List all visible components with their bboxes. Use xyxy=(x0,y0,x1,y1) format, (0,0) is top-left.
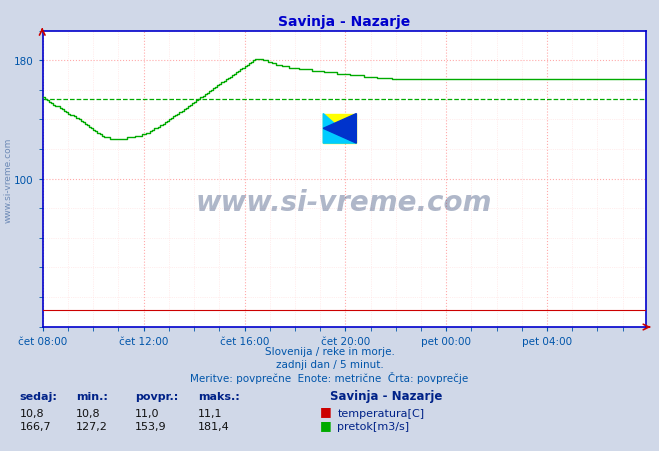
Text: sedaj:: sedaj: xyxy=(20,391,57,401)
Text: 10,8: 10,8 xyxy=(76,408,100,418)
Text: temperatura[C]: temperatura[C] xyxy=(337,408,424,418)
Text: 127,2: 127,2 xyxy=(76,421,107,431)
Text: 11,1: 11,1 xyxy=(198,408,222,418)
Text: ■: ■ xyxy=(320,418,331,431)
Bar xyxy=(323,114,357,144)
Text: www.si-vreme.com: www.si-vreme.com xyxy=(196,189,492,217)
Text: 153,9: 153,9 xyxy=(135,421,167,431)
Text: 181,4: 181,4 xyxy=(198,421,229,431)
Title: Savinja - Nazarje: Savinja - Nazarje xyxy=(278,15,411,29)
Text: ■: ■ xyxy=(320,405,331,418)
Text: maks.:: maks.: xyxy=(198,391,239,401)
Text: 11,0: 11,0 xyxy=(135,408,159,418)
Text: 10,8: 10,8 xyxy=(20,408,44,418)
Polygon shape xyxy=(323,114,357,144)
Text: www.si-vreme.com: www.si-vreme.com xyxy=(3,138,13,223)
Text: Meritve: povprečne  Enote: metrične  Črta: povprečje: Meritve: povprečne Enote: metrične Črta:… xyxy=(190,371,469,383)
Text: povpr.:: povpr.: xyxy=(135,391,179,401)
Text: Savinja - Nazarje: Savinja - Nazarje xyxy=(330,389,442,402)
Text: 166,7: 166,7 xyxy=(20,421,51,431)
Text: pretok[m3/s]: pretok[m3/s] xyxy=(337,421,409,431)
Polygon shape xyxy=(323,114,357,144)
Text: min.:: min.: xyxy=(76,391,107,401)
Text: Slovenija / reke in morje.: Slovenija / reke in morje. xyxy=(264,346,395,356)
Text: zadnji dan / 5 minut.: zadnji dan / 5 minut. xyxy=(275,359,384,369)
